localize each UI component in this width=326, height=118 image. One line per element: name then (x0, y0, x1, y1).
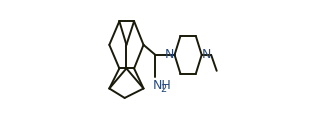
Text: 2: 2 (160, 84, 167, 93)
Text: N: N (165, 48, 174, 61)
Text: NH: NH (153, 79, 172, 92)
Text: N: N (202, 48, 212, 61)
